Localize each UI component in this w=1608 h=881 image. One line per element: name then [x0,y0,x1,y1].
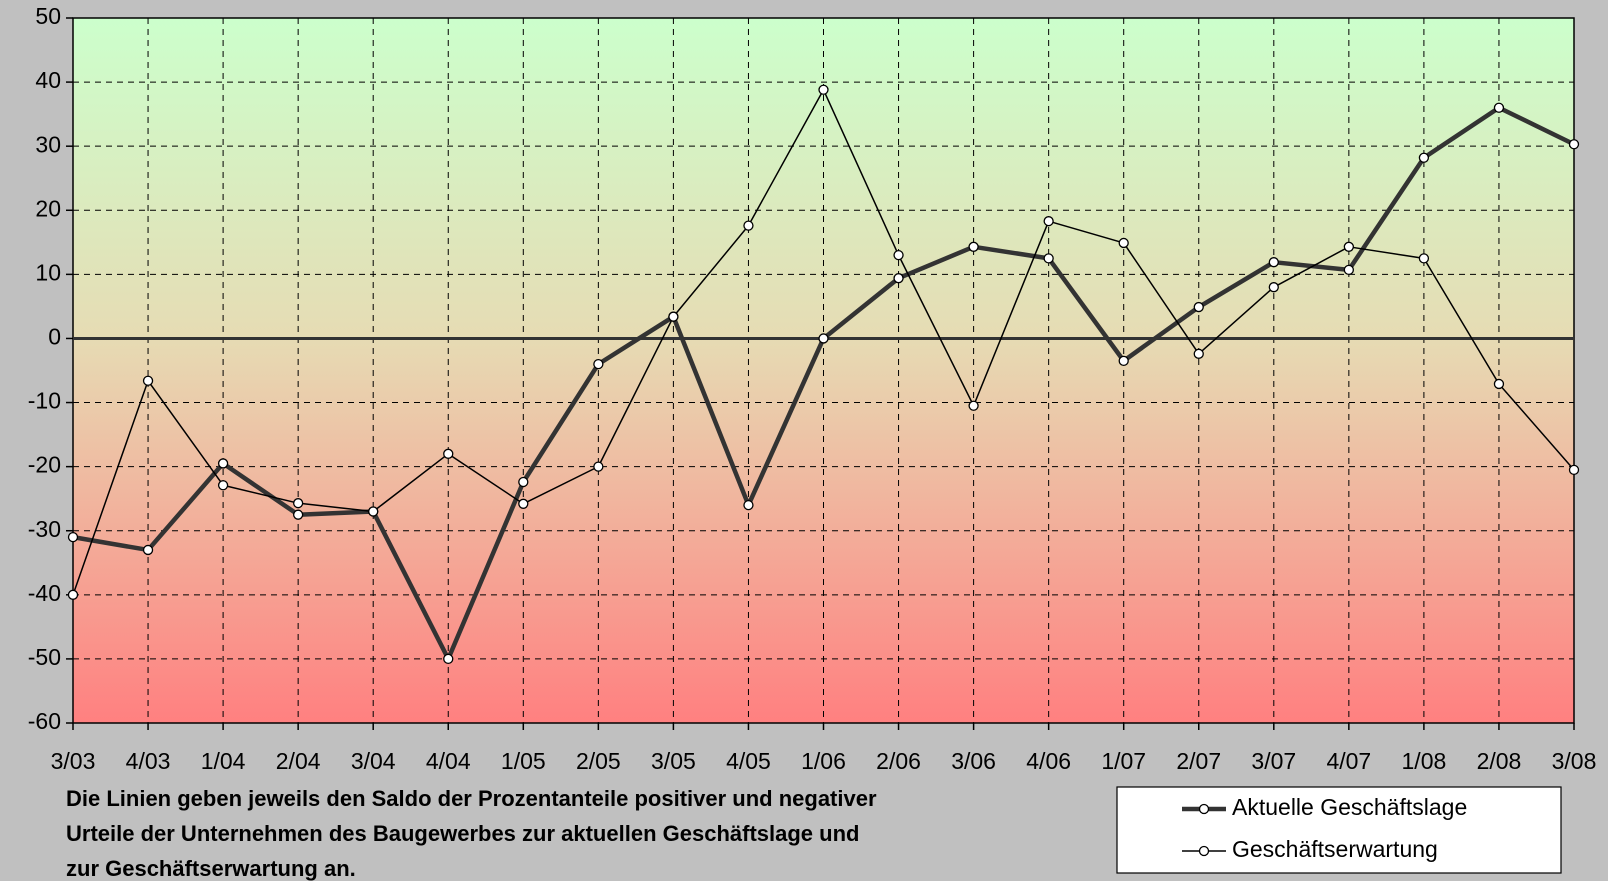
data-point [1568,139,1580,150]
x-tick-label: 3/05 [651,748,696,774]
data-point [1118,237,1129,249]
x-tick-label: 1/04 [201,748,246,774]
y-tick-label: 20 [35,195,61,221]
data-point [1568,464,1580,475]
x-tick-label: 4/07 [1326,748,1371,774]
data-point [818,84,829,95]
data-point [1043,253,1054,264]
x-tick-label: 2/07 [1176,748,1221,774]
legend-marker [1198,803,1210,815]
data-point [1343,264,1354,276]
data-point [893,249,904,261]
data-point [292,509,304,520]
data-point [1418,152,1430,163]
data-point [968,241,979,252]
y-tick-label: 50 [35,3,61,29]
data-point [368,506,379,517]
y-tick-label: 30 [35,131,61,157]
data-point [743,499,754,511]
data-point [443,653,454,665]
annotation: Urteile der Unternehmen des Baugewerbes … [66,821,859,846]
x-tick-label: 3/08 [1552,748,1597,774]
plot-border [72,17,1575,724]
data-point [67,531,79,543]
data-point [142,375,154,386]
x-tick-label: 4/03 [126,748,171,774]
x-tick-label: 1/08 [1402,748,1447,774]
data-point [443,448,454,459]
data-point [893,273,904,284]
data-point [743,220,754,231]
data-point [818,333,829,344]
data-point [668,311,679,322]
y-tick-label: -20 [28,452,61,478]
legend-box [1116,786,1562,874]
data-point [1193,301,1204,313]
data-point [217,458,229,469]
x-tick-label: 2/06 [876,748,921,774]
data-point [1493,378,1505,390]
data-point [1118,355,1129,367]
y-tick-label: -10 [28,388,61,414]
legend-label: Geschäftserwartung [1232,836,1438,862]
y-tick-label: 10 [35,259,61,285]
data-point [518,498,529,509]
data-point [1418,253,1430,264]
x-tick-label: 1/06 [801,748,846,774]
data-point [1268,282,1279,293]
x-tick-label: 3/06 [951,748,996,774]
y-tick-label: 40 [35,67,61,93]
x-tick-label: 4/06 [1026,748,1071,774]
x-tick-label: 2/04 [276,748,321,774]
x-tick-label: 2/08 [1477,748,1522,774]
data-point [593,461,604,472]
x-tick-label: 2/05 [576,748,621,774]
y-tick-label: 0 [48,324,61,350]
data-point [292,498,304,509]
data-point [67,589,79,600]
x-tick-label: 4/04 [426,748,471,774]
data-point [1193,348,1204,359]
data-point [1493,102,1505,113]
data-point [968,400,979,411]
legend-marker [1198,845,1210,857]
x-tick-label: 4/05 [726,748,771,774]
x-tick-label: 3/04 [351,748,396,774]
annotation: zur Geschäftserwartung an. [66,856,356,881]
y-tick-label: -40 [28,580,61,606]
y-tick-label: -50 [28,644,61,670]
legend-label: Aktuelle Geschäftslage [1232,794,1467,820]
data-point [1343,241,1354,252]
x-tick-label: 3/07 [1251,748,1296,774]
annotation: Die Linien geben jeweils den Saldo der P… [66,786,877,811]
data-point [1268,257,1279,268]
y-tick-label: -30 [28,516,61,542]
data-point [518,476,529,488]
x-tick-label: 3/03 [51,748,96,774]
x-tick-label: 1/07 [1101,748,1146,774]
x-tick-label: 1/05 [501,748,546,774]
data-point [593,358,604,370]
data-point [142,544,154,556]
data-point [217,480,229,491]
data-point [1043,216,1054,227]
y-tick-label: -60 [28,708,61,734]
